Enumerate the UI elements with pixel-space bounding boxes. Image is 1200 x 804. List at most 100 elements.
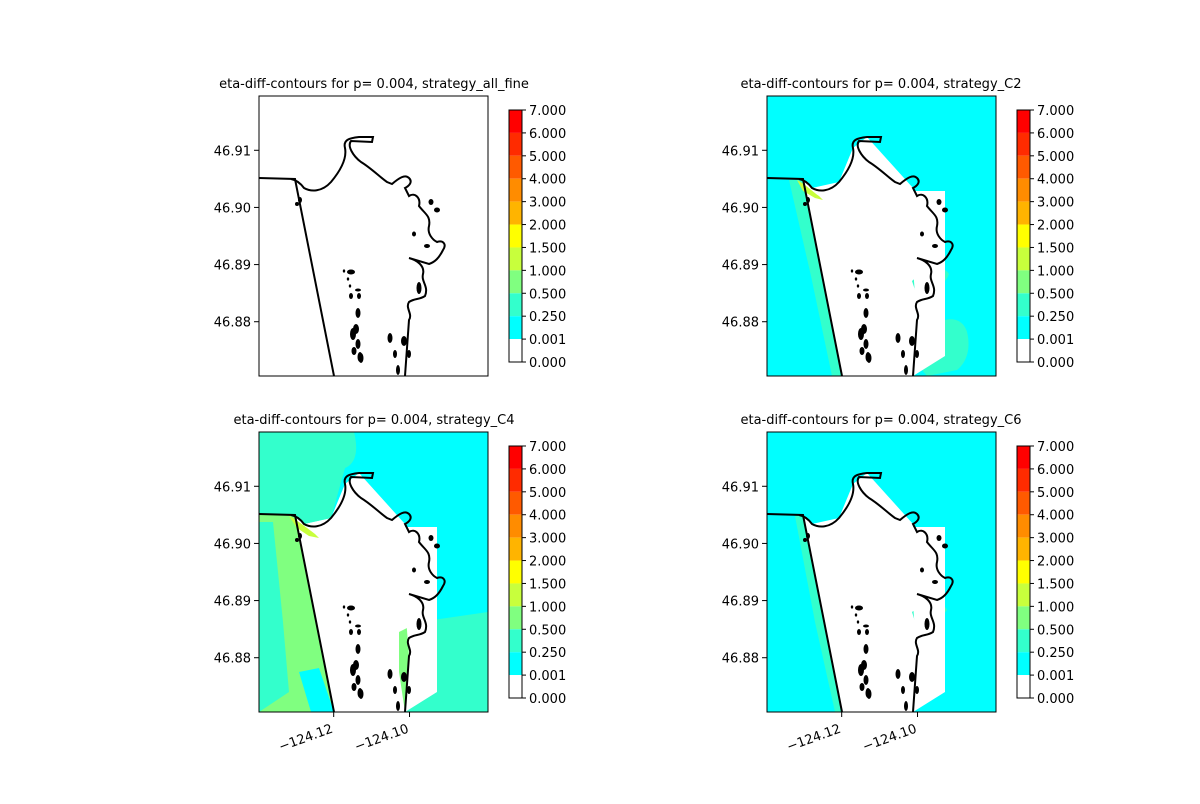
x-tick-label: −124.12	[785, 722, 843, 755]
plot-frame	[766, 431, 997, 713]
island-mark	[424, 244, 430, 248]
colorbar-frame	[1016, 109, 1031, 363]
island-mark	[936, 535, 942, 541]
colorbar-segment	[1017, 270, 1030, 294]
colorbar-segment	[509, 537, 522, 561]
y-tick-label: 46.88	[214, 316, 251, 331]
colorbar-segment	[509, 468, 522, 492]
coastline	[259, 472, 446, 712]
island-mark	[865, 629, 869, 635]
island-mark	[904, 701, 908, 711]
island-mark	[428, 199, 434, 205]
island-mark	[915, 350, 919, 358]
colorbar-label: 6.000	[529, 127, 566, 142]
colorbar-label: 5.000	[1037, 486, 1074, 501]
colorbar-segment	[509, 675, 522, 698]
subplot-title: eta-diff-contours for p= 0.004, strategy…	[741, 77, 1022, 92]
island-mark	[909, 672, 915, 682]
island-mark	[347, 605, 355, 611]
island-mark	[942, 543, 948, 549]
sandbar-mark	[856, 284, 860, 288]
sandbar-mark	[857, 629, 861, 635]
island-mark	[351, 347, 357, 355]
colorbar-label: 1.500	[529, 241, 566, 256]
colorbar-label: 0.250	[529, 646, 566, 661]
colorbar-label: 3.000	[1037, 532, 1074, 547]
island-mark	[428, 535, 434, 541]
colorbar-label: 0.000	[529, 356, 566, 371]
coastline-bay-shore	[798, 136, 954, 376]
sandbar-mark	[854, 613, 858, 617]
island-mark	[416, 282, 422, 294]
contour-fill	[767, 96, 996, 376]
subplot-title: eta-diff-contours for p= 0.004, strategy…	[741, 413, 1022, 428]
colorbar-label: 0.001	[1037, 333, 1074, 348]
colorbar-label: 7.000	[1037, 104, 1074, 119]
colorbar-label: 2.000	[1037, 219, 1074, 234]
colorbar-segment	[509, 155, 522, 179]
island-mark	[855, 269, 863, 275]
colorbar-segment	[1017, 224, 1030, 248]
island-mark	[347, 269, 355, 275]
colorbar-segment	[1017, 446, 1030, 469]
island-mark	[915, 686, 919, 694]
colorbar-segment	[1017, 339, 1030, 362]
colorbar-label: 1.000	[1037, 600, 1074, 615]
island-mark	[936, 199, 942, 205]
colorbar-label: 0.500	[1037, 287, 1074, 302]
sandbar-mark	[346, 613, 350, 617]
colorbar-segment	[1017, 537, 1030, 561]
contour-region	[767, 514, 842, 712]
x-tick-label: −124.12	[277, 722, 335, 755]
island-mark	[401, 672, 407, 682]
sandbar-mark	[865, 688, 871, 698]
colorbar-segment	[1017, 583, 1030, 607]
colorbar-segment	[509, 293, 522, 317]
sandbar-mark	[342, 605, 346, 609]
sandbar-mark	[863, 675, 869, 685]
x-tick-label: −124.10	[353, 722, 411, 755]
colorbar-label: 4.000	[1037, 173, 1074, 188]
island-mark	[855, 605, 863, 611]
colorbar-segment	[509, 110, 522, 133]
island-mark	[355, 308, 361, 318]
island-mark	[355, 288, 361, 292]
colorbar-segment	[509, 339, 522, 362]
sandbar-mark	[857, 293, 861, 299]
sandbar-mark	[348, 620, 352, 624]
colorbar-label: 1.500	[529, 577, 566, 592]
sandbar-mark	[861, 324, 867, 334]
colorbar-segment	[1017, 316, 1030, 340]
x-tick-label: −124.10	[861, 722, 919, 755]
colorbar: 7.000 6.000 5.000 4.000 3.000 2.000 1.500 1.000…	[508, 104, 566, 371]
y-axis: 46.91 46.90 46.89 46.88	[722, 480, 767, 667]
colorbar-label: 0.500	[1037, 623, 1074, 638]
colorbar-label: 5.000	[529, 486, 566, 501]
colorbar-segment	[509, 652, 522, 676]
colorbar-label: 0.250	[529, 310, 566, 325]
island-mark	[295, 538, 299, 542]
sandbar-mark	[856, 620, 860, 624]
island-mark	[393, 350, 397, 358]
island-mark	[932, 580, 938, 584]
island-mark	[806, 533, 810, 539]
y-tick-label: 46.91	[214, 144, 251, 159]
colorbar-segment	[1017, 110, 1030, 133]
colorbar-segment	[1017, 491, 1030, 515]
colorbar-frame	[508, 445, 523, 699]
colorbar-label: 5.000	[1037, 150, 1074, 165]
colorbar-label: 1.000	[529, 264, 566, 279]
island-mark	[401, 336, 407, 346]
y-tick-label: 46.91	[722, 144, 759, 159]
contour-region	[795, 516, 842, 712]
x-axis: −124.12 −124.10	[785, 712, 919, 755]
colorbar-segment	[1017, 201, 1030, 225]
subplot-strategy-c4: eta-diff-contours for p= 0.004, strategy…	[214, 413, 566, 755]
island-mark	[387, 669, 393, 679]
colorbar-segment	[509, 583, 522, 607]
colorbar-segment	[509, 560, 522, 584]
island-mark	[901, 350, 905, 358]
island-mark	[803, 202, 807, 206]
colorbar-label: 6.000	[1037, 463, 1074, 478]
